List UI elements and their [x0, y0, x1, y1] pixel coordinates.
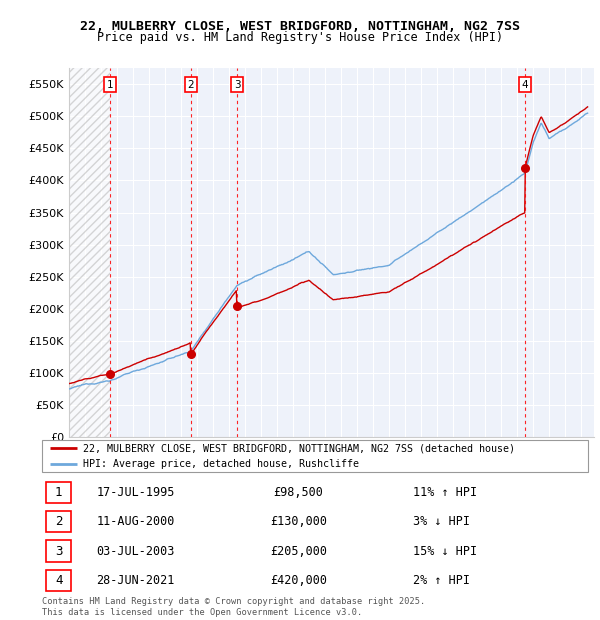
Text: 28-JUN-2021: 28-JUN-2021	[97, 574, 175, 587]
Text: 4: 4	[55, 574, 62, 587]
Text: 15% ↓ HPI: 15% ↓ HPI	[413, 544, 478, 557]
Text: 11-AUG-2000: 11-AUG-2000	[97, 515, 175, 528]
Text: HPI: Average price, detached house, Rushcliffe: HPI: Average price, detached house, Rush…	[83, 459, 359, 469]
Text: 17-JUL-1995: 17-JUL-1995	[97, 485, 175, 498]
Text: Contains HM Land Registry data © Crown copyright and database right 2025.
This d: Contains HM Land Registry data © Crown c…	[42, 598, 425, 617]
Text: 1: 1	[106, 80, 113, 90]
Text: £130,000: £130,000	[270, 515, 327, 528]
Text: 2% ↑ HPI: 2% ↑ HPI	[413, 574, 470, 587]
Text: Price paid vs. HM Land Registry's House Price Index (HPI): Price paid vs. HM Land Registry's House …	[97, 31, 503, 44]
FancyBboxPatch shape	[46, 541, 71, 562]
Text: £205,000: £205,000	[270, 544, 327, 557]
Text: 22, MULBERRY CLOSE, WEST BRIDGFORD, NOTTINGHAM, NG2 7SS (detached house): 22, MULBERRY CLOSE, WEST BRIDGFORD, NOTT…	[83, 443, 515, 453]
Text: 11% ↑ HPI: 11% ↑ HPI	[413, 485, 478, 498]
Text: 1: 1	[55, 485, 62, 498]
Text: 3: 3	[55, 544, 62, 557]
FancyBboxPatch shape	[46, 570, 71, 591]
Text: 3% ↓ HPI: 3% ↓ HPI	[413, 515, 470, 528]
Bar	[69, 68, 110, 437]
FancyBboxPatch shape	[46, 511, 71, 532]
Text: £420,000: £420,000	[270, 574, 327, 587]
Text: 2: 2	[55, 515, 62, 528]
FancyBboxPatch shape	[42, 440, 588, 472]
Text: 4: 4	[522, 80, 529, 90]
Text: 22, MULBERRY CLOSE, WEST BRIDGFORD, NOTTINGHAM, NG2 7SS: 22, MULBERRY CLOSE, WEST BRIDGFORD, NOTT…	[80, 20, 520, 33]
Text: 3: 3	[234, 80, 241, 90]
Text: £98,500: £98,500	[274, 485, 323, 498]
Text: 03-JUL-2003: 03-JUL-2003	[97, 544, 175, 557]
FancyBboxPatch shape	[46, 482, 71, 503]
Text: 2: 2	[187, 80, 194, 90]
